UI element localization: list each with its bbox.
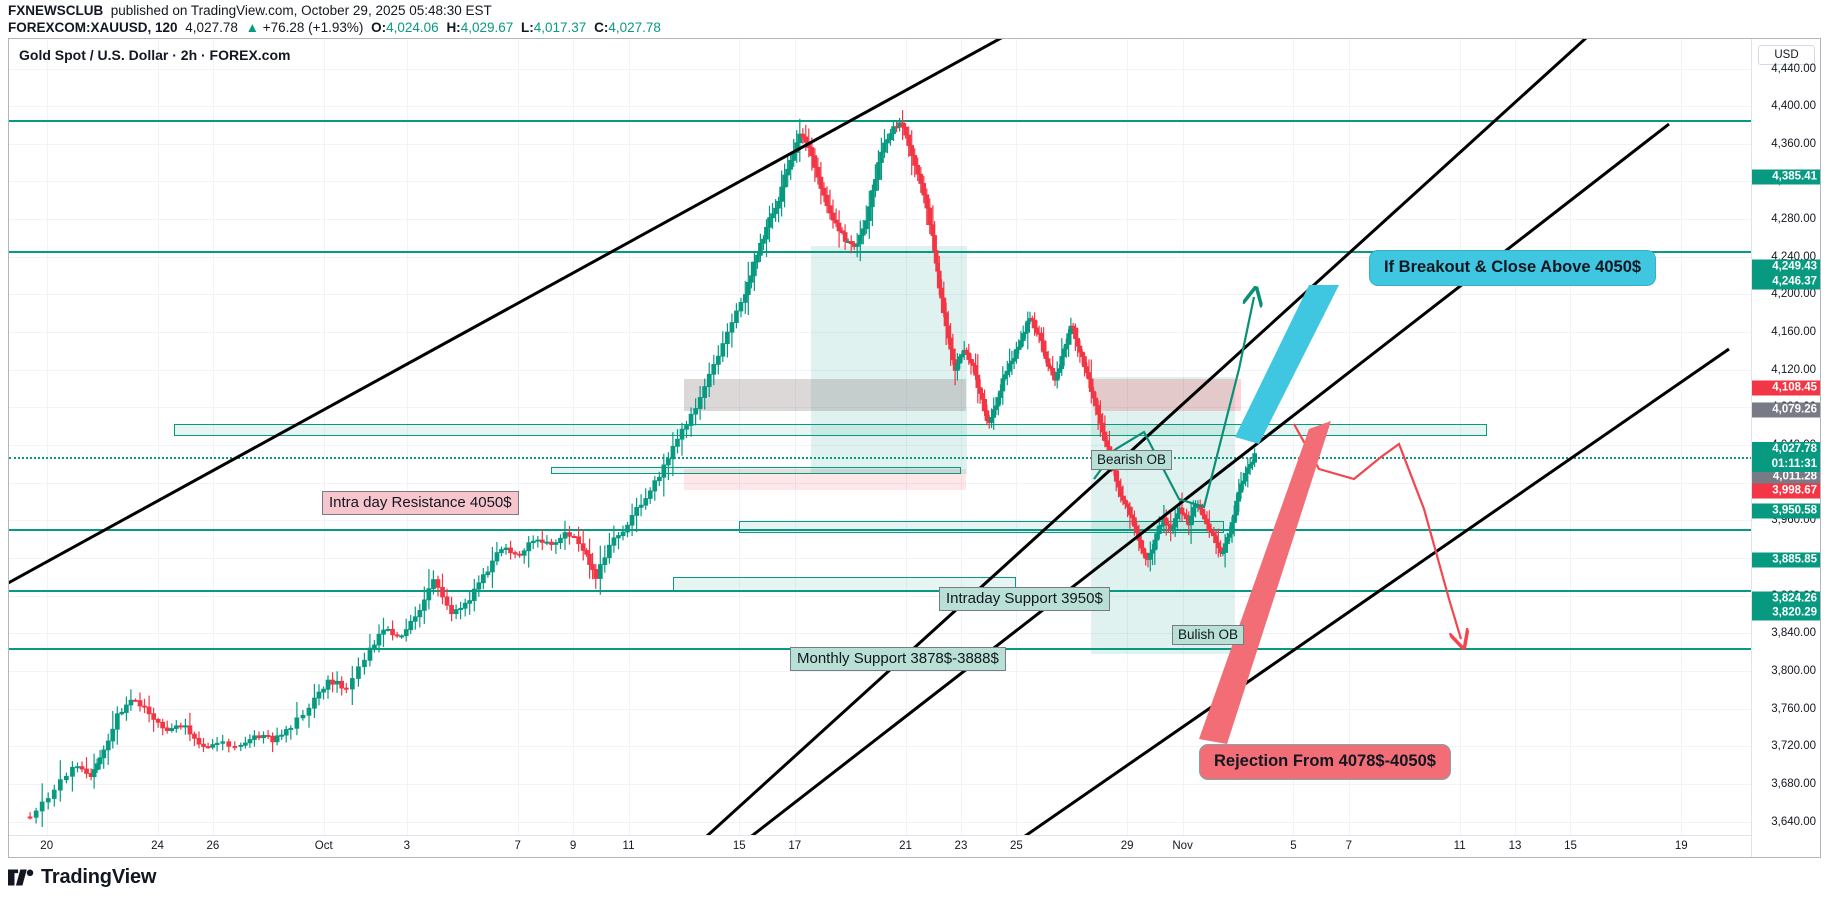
price-label-grey: 4,011.28 xyxy=(1752,469,1820,485)
label-monthly-support[interactable]: Monthly Support 3878$-3888$ xyxy=(790,647,1006,671)
label-bearish-ob[interactable]: Bearish OB xyxy=(1091,450,1173,470)
label-intraday-resistance[interactable]: Intra day Resistance 4050$ xyxy=(322,491,519,515)
chart-footer: TradingView xyxy=(0,858,1829,903)
price-label-green: 3,824.26 xyxy=(1752,591,1820,607)
label-intraday-support[interactable]: Intraday Support 3950$ xyxy=(939,587,1110,611)
published-meta: published on TradingView.com, October 29… xyxy=(110,3,492,18)
change-arrow-icon: ▲ xyxy=(245,20,259,35)
price-tick: 4,160.00 xyxy=(1771,326,1816,339)
price-tick: 3,680.00 xyxy=(1771,777,1816,790)
time-tick: 11 xyxy=(1453,840,1466,852)
low-value: 4,017.37 xyxy=(533,20,587,35)
label-bulish-ob[interactable]: Bulish OB xyxy=(1172,625,1245,645)
time-tick: 13 xyxy=(1508,840,1522,852)
time-tick: 24 xyxy=(151,840,164,852)
price-tick: 4,440.00 xyxy=(1771,62,1816,75)
time-tick: 19 xyxy=(1674,840,1688,852)
high-value: 4,029.67 xyxy=(460,20,514,35)
price-label-green: 4,246.37 xyxy=(1752,274,1820,290)
price-label-red: 4,108.45 xyxy=(1752,380,1820,396)
price-label-green: 3,950.58 xyxy=(1752,503,1820,519)
price-label-green: 4,249.43 xyxy=(1752,259,1820,275)
tradingview-mark-icon xyxy=(8,869,34,886)
symbol-quote-line: FOREXCOM:XAUUSD, 120 4,027.78 ▲ +76.28 (… xyxy=(8,20,661,35)
price-tick: 4,400.00 xyxy=(1771,100,1816,113)
publisher-name: FXNEWSCLUB xyxy=(8,3,104,18)
chart-legend: Gold Spot / U.S. Dollar · 2h · FOREX.com xyxy=(19,47,291,63)
price-label-red: 3,998.67 xyxy=(1752,483,1820,499)
high-label: H: xyxy=(446,20,461,35)
time-tick: 29 xyxy=(1120,840,1134,852)
last-price: 4,027.78 xyxy=(185,20,238,35)
time-tick: 26 xyxy=(206,840,220,852)
price-tick: 4,280.00 xyxy=(1771,213,1816,226)
time-tick: 23 xyxy=(954,840,968,852)
time-tick: 3 xyxy=(403,840,411,852)
tradingview-logo[interactable]: TradingView xyxy=(8,866,156,889)
price-tick: 3,760.00 xyxy=(1771,702,1816,715)
close-value: 4,027.78 xyxy=(608,20,661,35)
price-label-green: 4,385.41 xyxy=(1752,169,1820,185)
price-label-grey: 4,079.26 xyxy=(1752,402,1820,418)
change-value: +76.28 (+1.93%) xyxy=(262,20,364,35)
price-tick: 3,840.00 xyxy=(1771,627,1816,640)
price-scale[interactable]: USD 4,440.004,400.004,360.004,320.004,28… xyxy=(1751,39,1820,857)
price-label-green: 3,885.85 xyxy=(1752,552,1820,568)
price-tick: 4,360.00 xyxy=(1771,137,1816,150)
time-tick: 9 xyxy=(569,840,577,852)
chart-frame[interactable]: Intra day Resistance 4050$ Intraday Suppo… xyxy=(8,38,1821,858)
bar-countdown: 01:11:31 xyxy=(1771,458,1817,470)
time-tick: 20 xyxy=(40,840,54,852)
time-tick: Oct xyxy=(314,840,333,852)
price-tick: 4,200.00 xyxy=(1771,288,1816,301)
time-tick: 11 xyxy=(622,840,635,852)
chart-pane[interactable]: Intra day Resistance 4050$ Intraday Suppo… xyxy=(9,39,1752,857)
open-value: 4,024.06 xyxy=(386,20,439,35)
price-tick: 3,720.00 xyxy=(1771,740,1816,753)
time-tick: 15 xyxy=(732,840,746,852)
currency-badge[interactable]: USD xyxy=(1758,45,1815,65)
time-tick: Nov xyxy=(1172,840,1193,852)
time-tick: 15 xyxy=(1564,840,1577,852)
tradingview-wordmark: TradingView xyxy=(41,866,157,888)
time-tick: 5 xyxy=(1290,840,1297,852)
current-price-label: 4,027.78 01:11:31 xyxy=(1752,442,1820,472)
open-label: O: xyxy=(371,20,387,35)
time-tick: 17 xyxy=(788,840,802,852)
time-tick: 7 xyxy=(514,840,521,852)
symbol-ticker[interactable]: FOREXCOM:XAUUSD, 120 xyxy=(8,20,178,35)
time-scale[interactable]: 20 24 26 Oct 3 7 9 11 15 17 21 23 25 29 Nov 5 7 11 13 15 19 xyxy=(9,835,1752,857)
time-tick: 21 xyxy=(899,840,912,852)
callout-breakout[interactable]: If Breakout & Close Above 4050$ xyxy=(1369,250,1657,286)
callout-rejection[interactable]: Rejection From 4078$-4050$ xyxy=(1199,744,1451,780)
close-label: C: xyxy=(594,20,609,35)
price-tick: 3,640.00 xyxy=(1771,815,1816,828)
candlestick-series xyxy=(27,110,1257,827)
low-label: L: xyxy=(521,20,534,35)
price-tick: 4,120.00 xyxy=(1771,363,1816,376)
publisher-line: FXNEWSCLUB published on TradingView.com,… xyxy=(8,3,492,18)
time-tick: 7 xyxy=(1345,840,1353,852)
time-tick: 25 xyxy=(1009,840,1023,852)
price-tick: 3,800.00 xyxy=(1771,664,1816,677)
price-label-green: 3,820.29 xyxy=(1752,605,1820,621)
chart-header: FXNEWSCLUB published on TradingView.com,… xyxy=(0,0,1829,36)
current-price-value: 4,027.78 xyxy=(1772,443,1817,455)
